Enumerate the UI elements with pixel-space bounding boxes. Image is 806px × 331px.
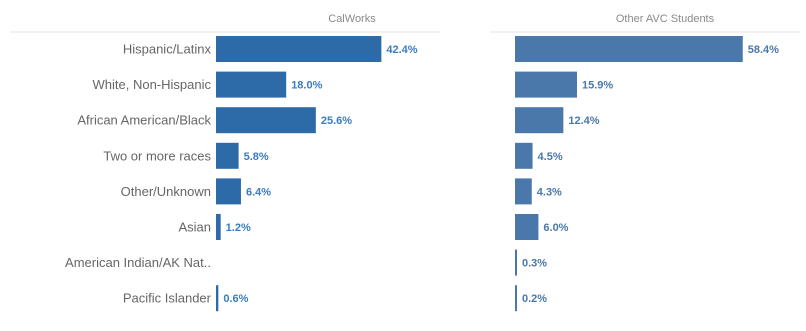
bar-calworks-1 <box>216 71 287 98</box>
bar-calworks-0 <box>216 36 382 62</box>
bar-other-0 <box>515 36 743 62</box>
bar-other-6 <box>515 249 517 276</box>
value-label: 12.4% <box>568 115 599 127</box>
value-label: 1.2% <box>226 222 251 234</box>
category-label: American Indian/AK Nat.. <box>65 255 211 270</box>
category-label: Two or more races <box>103 148 211 163</box>
bar-other-1 <box>515 71 578 98</box>
panel-title-1: Other AVC Students <box>616 13 715 25</box>
bar-other-5 <box>515 214 539 240</box>
bar-calworks-5 <box>216 214 221 240</box>
category-label: African American/Black <box>77 113 211 128</box>
value-label: 0.2% <box>522 293 547 305</box>
bar-other-4 <box>515 178 532 205</box>
panel-title-0: CalWorks <box>328 13 376 25</box>
value-label: 58.4% <box>748 44 779 56</box>
bar-other-7 <box>515 285 517 312</box>
category-label: Other/Unknown <box>121 184 211 199</box>
bar-calworks-3 <box>216 142 239 169</box>
value-label: 0.6% <box>223 293 248 305</box>
bar-calworks-7 <box>216 285 219 312</box>
value-label: 5.8% <box>244 151 269 163</box>
value-label: 6.4% <box>246 186 271 198</box>
value-label: 0.3% <box>522 258 547 270</box>
value-label: 4.5% <box>538 151 563 163</box>
value-label: 6.0% <box>543 222 568 234</box>
value-label: 25.6% <box>321 115 352 127</box>
value-label: 42.4% <box>386 44 417 56</box>
category-label: Hispanic/Latinx <box>123 42 212 57</box>
value-label: 4.3% <box>537 186 562 198</box>
value-label: 18.0% <box>291 80 322 92</box>
category-label: Pacific Islander <box>123 291 212 306</box>
bar-calworks-4 <box>216 178 241 205</box>
value-label: 15.9% <box>582 80 613 92</box>
bar-other-3 <box>515 142 533 169</box>
bar-calworks-2 <box>216 107 316 134</box>
category-label: White, Non-Hispanic <box>93 77 212 92</box>
bar-other-2 <box>515 107 564 134</box>
category-label: Asian <box>178 220 211 235</box>
